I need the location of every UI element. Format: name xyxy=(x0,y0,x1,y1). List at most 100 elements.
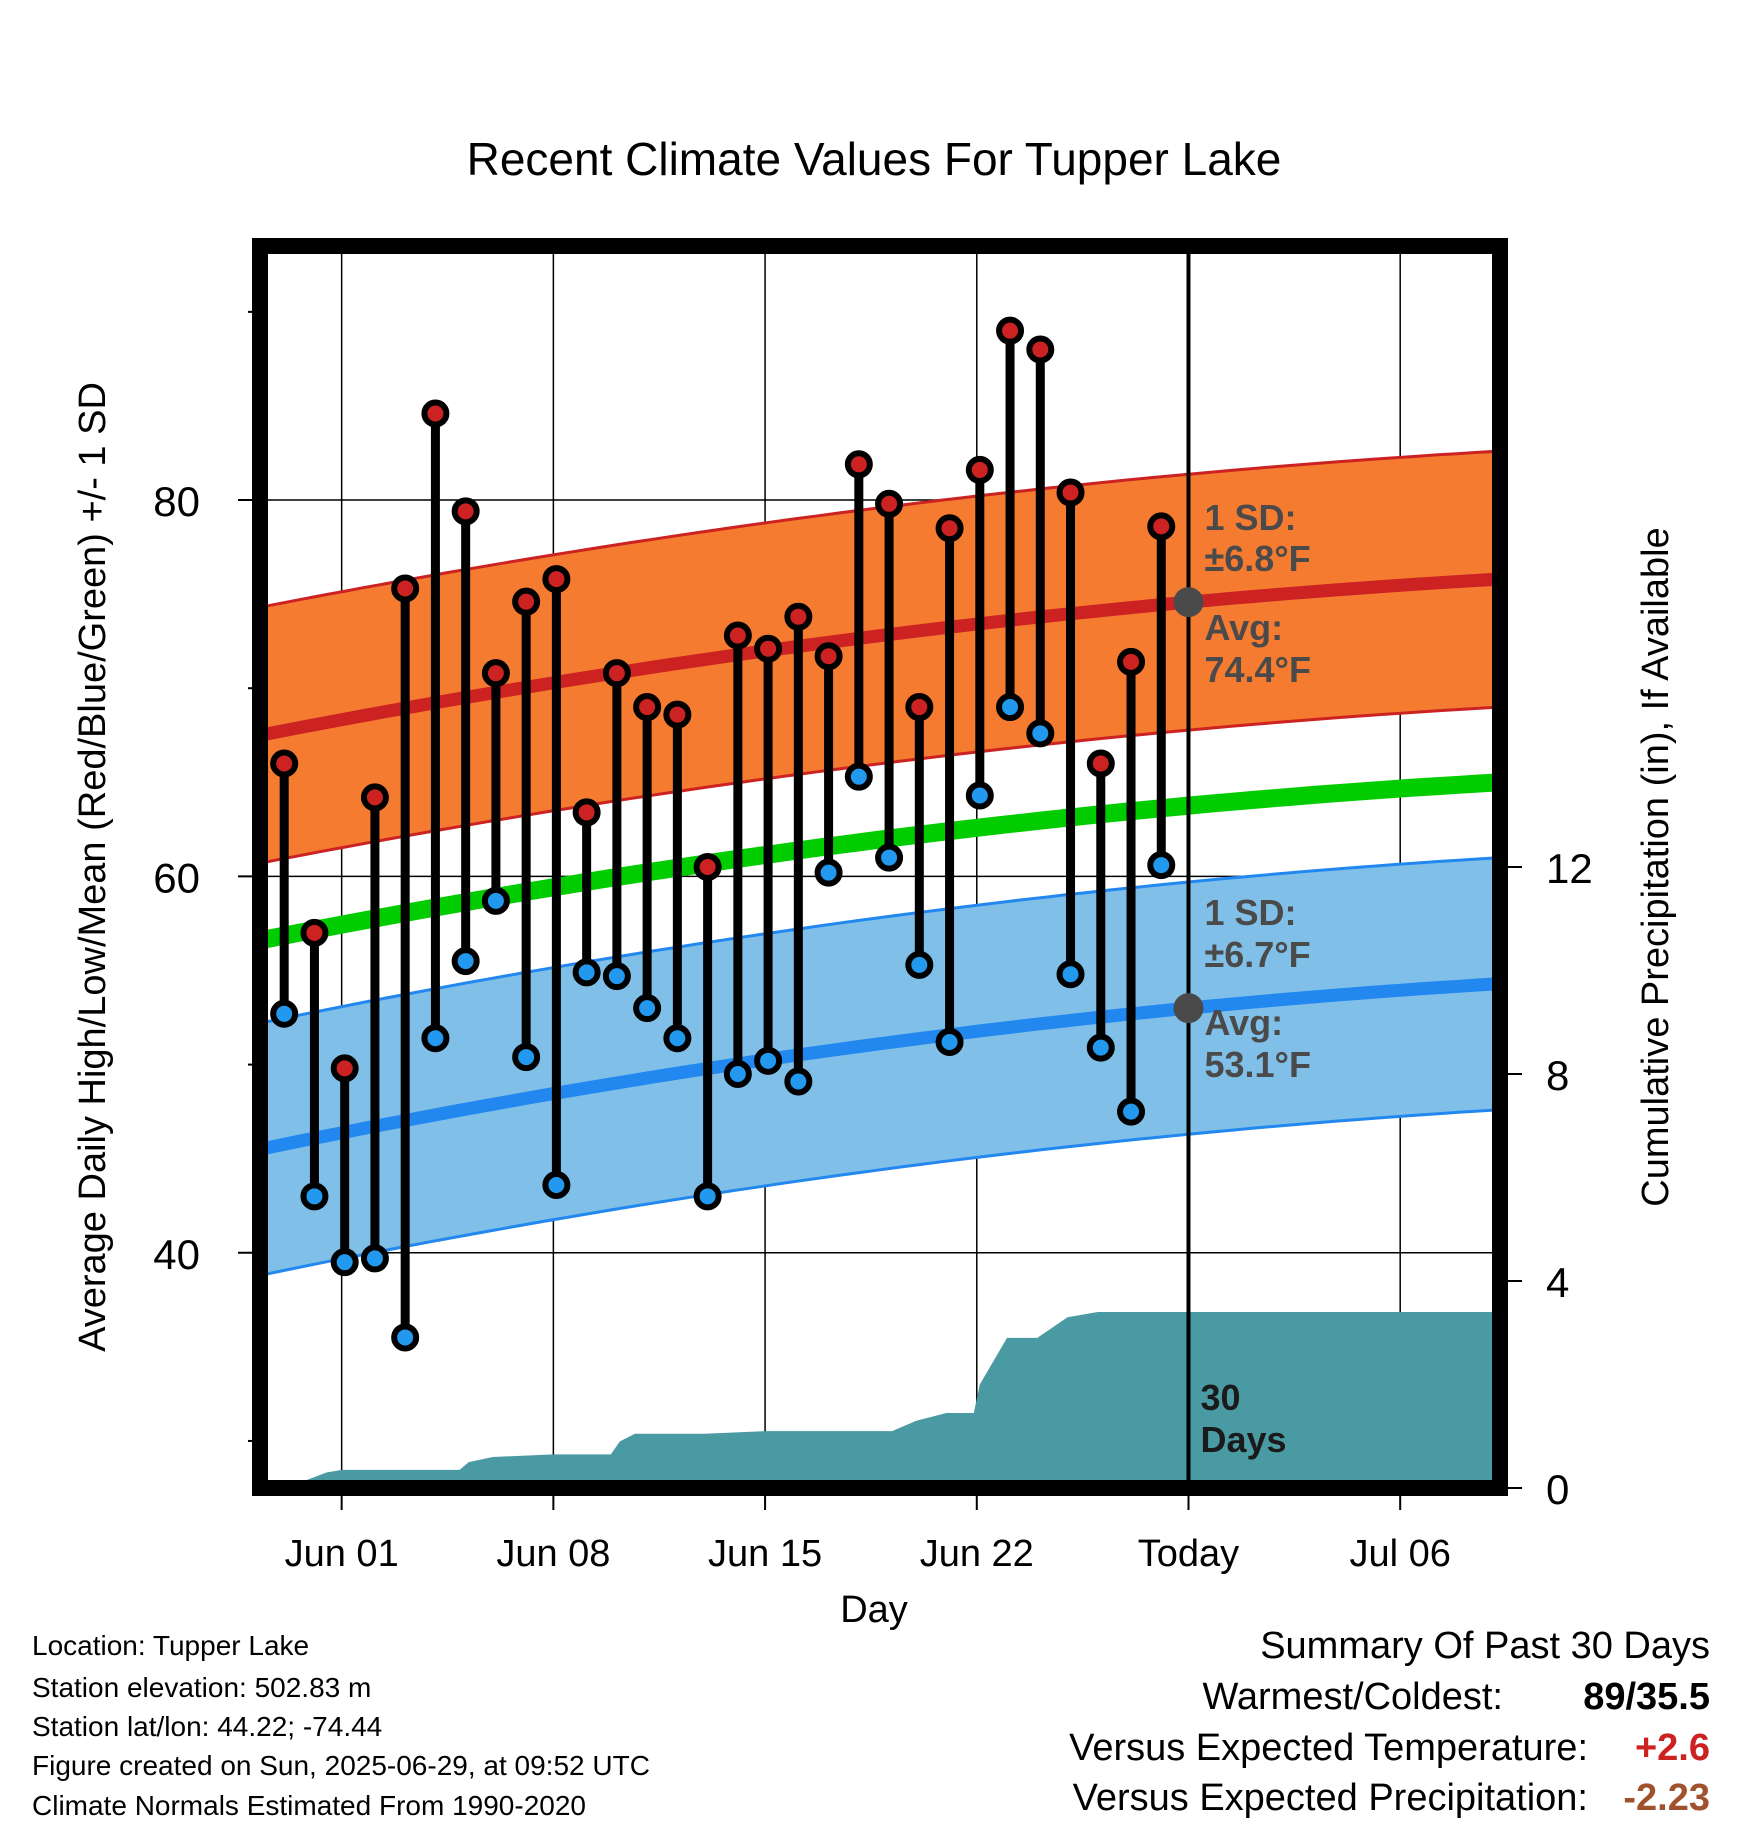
normal-low-band-upper-edge xyxy=(268,856,1492,1024)
daily-low-point xyxy=(1026,719,1055,748)
summary-title: Summary Of Past 30 Days xyxy=(1260,1625,1710,1667)
normal-low-band xyxy=(268,858,1492,1274)
daily-low-point xyxy=(451,947,480,976)
daily-high-point xyxy=(814,642,843,671)
chart-title: Recent Climate Values For Tupper Lake xyxy=(467,133,1282,185)
daily-low-point xyxy=(663,1024,692,1053)
daily-high-point xyxy=(512,587,541,616)
y-axis-title: Average Daily High/Low/Mean (Red/Blue/Gr… xyxy=(72,382,114,1352)
low-sd-value: ±6.7°F xyxy=(1204,934,1310,975)
x-tick-label: Jun 01 xyxy=(285,1533,399,1575)
normal-low-line xyxy=(268,977,1492,1155)
daily-high-point xyxy=(844,450,873,479)
daily-high-point xyxy=(1086,749,1115,778)
precip-anomaly-label: Versus Expected Precipitation: xyxy=(1072,1777,1588,1819)
y2-axis-title: Cumulative Precipitation (in), If Availa… xyxy=(1635,527,1677,1206)
daily-low-point xyxy=(1056,960,1085,989)
temp-anomaly-label: Versus Expected Temperature: xyxy=(1069,1727,1588,1769)
daily-high-point xyxy=(572,798,601,827)
normal-high-band xyxy=(268,451,1492,862)
daily-high-point xyxy=(602,659,631,688)
daily-high-point xyxy=(784,602,813,631)
y2-tick-label: 4 xyxy=(1546,1259,1569,1306)
location-label: Location: Tupper Lake xyxy=(32,1630,310,1661)
daily-high-point xyxy=(996,316,1025,345)
normal-low-band-lower-edge xyxy=(268,1108,1492,1276)
daily-high-point xyxy=(1026,335,1055,364)
cumulative-precip-area xyxy=(306,1312,1492,1480)
daily-low-point xyxy=(965,781,994,810)
y2-tick-label: 8 xyxy=(1546,1052,1569,1099)
created-label: Figure created on Sun, 2025-06-29, at 09… xyxy=(32,1750,650,1781)
daily-low-point xyxy=(1086,1033,1115,1062)
daily-high-point xyxy=(330,1054,359,1083)
y-tick-label: 80 xyxy=(153,478,200,525)
daily-high-point xyxy=(965,455,994,484)
daily-low-point xyxy=(391,1323,420,1352)
daily-low-point xyxy=(1117,1097,1146,1126)
daily-low-point xyxy=(784,1067,813,1096)
y-tick-label: 40 xyxy=(153,1231,200,1278)
daily-low-point xyxy=(360,1244,389,1273)
daily-low-point xyxy=(814,858,843,887)
low-sd-label: 1 SD: xyxy=(1204,892,1296,933)
daily-high-point xyxy=(875,489,904,518)
daily-low-point xyxy=(905,950,934,979)
warmest-coldest-label: Warmest/Coldest: xyxy=(1202,1676,1503,1718)
daily-low-point xyxy=(693,1182,722,1211)
latlon-label: Station lat/lon: 44.22; -74.44 xyxy=(32,1711,383,1742)
days-label-text: Days xyxy=(1200,1419,1286,1460)
daily-low-point xyxy=(1147,851,1176,880)
daily-high-point xyxy=(723,621,752,650)
daily-low-point xyxy=(935,1028,964,1057)
x-tick-label: Jul 06 xyxy=(1349,1533,1450,1575)
daily-low-point xyxy=(330,1248,359,1277)
daily-low-point xyxy=(875,843,904,872)
today-high-avg-marker xyxy=(1173,587,1204,618)
daily-low-point xyxy=(481,886,510,915)
low-avg-label: Avg: xyxy=(1204,1002,1283,1043)
daily-high-point xyxy=(1056,478,1085,507)
high-avg-label: Avg: xyxy=(1204,607,1283,648)
x-tick-label: Jun 22 xyxy=(920,1533,1034,1575)
y2-tick-label: 0 xyxy=(1546,1466,1569,1513)
daily-low-point xyxy=(572,958,601,987)
daily-high-point xyxy=(451,497,480,526)
precip-anomaly-value: -2.23 xyxy=(1623,1777,1710,1819)
x-tick-label: Today xyxy=(1138,1533,1239,1575)
y-tick-label: 60 xyxy=(153,854,200,901)
daily-high-point xyxy=(270,749,299,778)
daily-low-point xyxy=(512,1043,541,1072)
daily-high-point xyxy=(391,574,420,603)
daily-high-point xyxy=(754,634,783,663)
daily-low-point xyxy=(754,1046,783,1075)
daily-low-point xyxy=(542,1171,571,1200)
daily-high-point xyxy=(663,700,692,729)
high-sd-label: 1 SD: xyxy=(1204,497,1296,538)
y2-tick-label: 12 xyxy=(1546,845,1593,892)
daily-low-point xyxy=(633,994,662,1023)
daily-high-point xyxy=(542,565,571,594)
daily-low-point xyxy=(996,693,1025,722)
temp-anomaly-value: +2.6 xyxy=(1634,1727,1710,1769)
x-tick-label: Jun 15 xyxy=(708,1533,822,1575)
daily-high-point xyxy=(1117,647,1146,676)
daily-high-point xyxy=(300,918,329,947)
daily-low-point xyxy=(300,1182,329,1211)
today-low-avg-marker xyxy=(1173,993,1204,1024)
daily-low-point xyxy=(602,962,631,991)
daily-high-point xyxy=(633,693,662,722)
daily-high-point xyxy=(360,783,389,812)
daily-low-point xyxy=(421,1024,450,1053)
daily-high-point xyxy=(481,659,510,688)
high-avg-value: 74.4°F xyxy=(1204,649,1310,690)
daily-high-point xyxy=(905,693,934,722)
daily-low-point xyxy=(844,762,873,791)
warmest-coldest-value: 89/35.5 xyxy=(1583,1676,1710,1718)
elevation-label: Station elevation: 502.83 m xyxy=(32,1672,372,1703)
normals-label: Climate Normals Estimated From 1990-2020 xyxy=(32,1790,586,1821)
daily-high-point xyxy=(421,399,450,428)
daily-low-point xyxy=(723,1060,752,1088)
daily-high-point xyxy=(935,514,964,543)
